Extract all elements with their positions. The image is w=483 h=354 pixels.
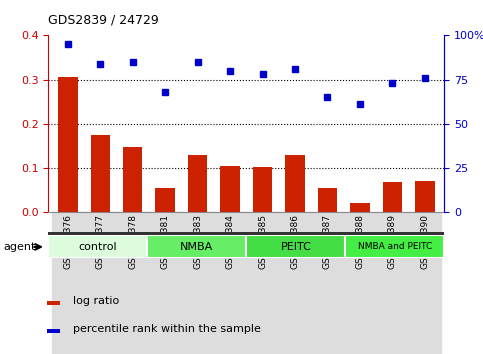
Bar — [90, 135, 110, 212]
Bar — [350, 202, 369, 212]
Bar — [253, 167, 272, 212]
Bar — [156, 188, 175, 212]
Text: percentile rank within the sample: percentile rank within the sample — [72, 324, 260, 335]
Bar — [246, 235, 345, 258]
Bar — [47, 301, 60, 305]
Bar — [116, 212, 149, 354]
Bar — [246, 212, 279, 354]
Bar — [84, 212, 116, 354]
Bar — [147, 235, 246, 258]
Bar — [214, 212, 246, 354]
Bar — [47, 329, 60, 333]
Bar — [48, 235, 147, 258]
Bar — [415, 181, 435, 212]
Bar — [345, 235, 444, 258]
Bar — [285, 155, 305, 212]
Bar — [318, 188, 337, 212]
Bar — [220, 166, 240, 212]
Text: agent: agent — [4, 242, 36, 252]
Bar — [52, 212, 84, 354]
Bar — [344, 212, 376, 354]
Text: NMBA and PEITC: NMBA and PEITC — [358, 242, 432, 251]
Bar — [383, 182, 402, 212]
Bar — [182, 212, 214, 354]
Text: GDS2839 / 24729: GDS2839 / 24729 — [48, 13, 159, 27]
Bar — [376, 212, 409, 354]
Bar — [311, 212, 344, 354]
Bar — [149, 212, 182, 354]
Text: NMBA: NMBA — [180, 242, 213, 252]
Bar — [58, 78, 77, 212]
Bar — [409, 212, 441, 354]
Text: PEITC: PEITC — [281, 242, 311, 252]
Bar — [188, 155, 207, 212]
Bar — [279, 212, 311, 354]
Text: control: control — [79, 242, 117, 252]
Text: log ratio: log ratio — [72, 296, 119, 307]
Bar — [123, 147, 142, 212]
